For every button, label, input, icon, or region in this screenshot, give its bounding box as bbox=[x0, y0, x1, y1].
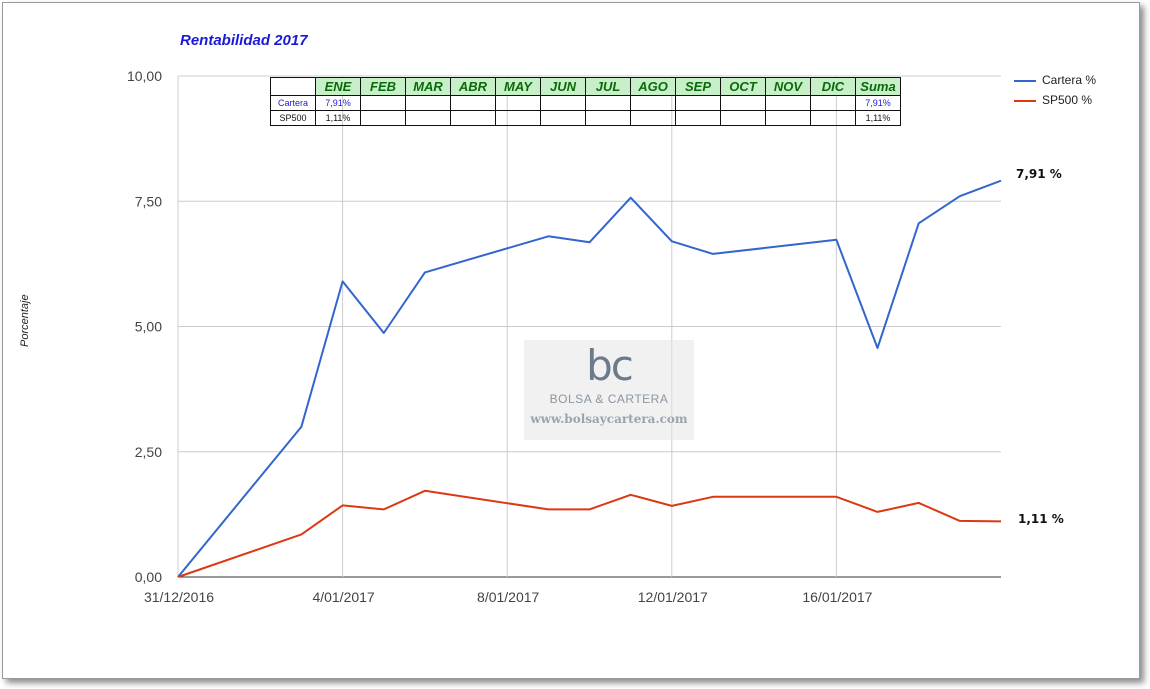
x-tick-label: 12/01/2017 bbox=[638, 589, 708, 605]
y-tick-label: 2,50 bbox=[135, 444, 162, 460]
table-cell bbox=[405, 95, 451, 111]
table-header-cell: JUN bbox=[540, 77, 586, 96]
table-cell: 1,11% bbox=[315, 110, 361, 126]
table-cell bbox=[630, 110, 676, 126]
table-header-cell: AGO bbox=[630, 77, 676, 96]
table-cell bbox=[810, 95, 856, 111]
table-cell: 7,91% bbox=[315, 95, 361, 111]
table-header-cell: FEB bbox=[360, 77, 406, 96]
legend-item-sp500: SP500 % bbox=[1014, 93, 1092, 107]
table-header-cell: ENE bbox=[315, 77, 361, 96]
table-header-cell: JUL bbox=[585, 77, 631, 96]
table-cell bbox=[495, 110, 541, 126]
x-tick-label: 16/01/2017 bbox=[802, 589, 872, 605]
table-header-cell: DIC bbox=[810, 77, 856, 96]
y-tick-label: 7,50 bbox=[135, 193, 162, 209]
legend-swatch-cartera bbox=[1014, 79, 1036, 82]
table-header-row: ENE FEB MAR ABR MAY JUN JUL AGO SEP OCT … bbox=[270, 77, 901, 96]
legend-item-cartera: Cartera % bbox=[1014, 73, 1096, 87]
table-cell bbox=[450, 110, 496, 126]
table-corner-cell bbox=[270, 77, 316, 96]
table-cell bbox=[675, 110, 721, 126]
y-tick-label: 0,00 bbox=[135, 569, 162, 585]
watermark: bc BOLSA & CARTERA www.bolsaycartera.com bbox=[524, 340, 694, 440]
legend-label: SP500 % bbox=[1042, 93, 1093, 107]
table-cell bbox=[540, 95, 586, 111]
table-cell bbox=[720, 95, 766, 111]
series-line-sp500 bbox=[177, 489, 1002, 578]
table-cell bbox=[630, 95, 676, 111]
table-header-cell: OCT bbox=[720, 77, 766, 96]
table-cell bbox=[540, 110, 586, 126]
table-cell bbox=[765, 110, 811, 126]
x-tick-label: 4/01/2017 bbox=[312, 589, 374, 605]
watermark-brand: BOLSA & CARTERA bbox=[549, 392, 669, 406]
table-header-cell: MAY bbox=[495, 77, 541, 96]
table-header-cell: MAR bbox=[405, 77, 451, 96]
table-cell bbox=[495, 95, 541, 111]
table-header-cell: ABR bbox=[450, 77, 496, 96]
table-cell bbox=[675, 95, 721, 111]
watermark-url: www.bolsaycartera.com bbox=[530, 412, 688, 426]
table-cell: 7,91% bbox=[855, 95, 901, 111]
table-cell bbox=[585, 95, 631, 111]
table-row-sp500: SP500 1,11% 1,11% bbox=[270, 110, 901, 126]
table-row-label: Cartera bbox=[270, 95, 316, 111]
y-tick-labels: 0,00 2,50 5,00 7,50 10,00 bbox=[127, 68, 162, 585]
y-tick-label: 5,00 bbox=[135, 319, 162, 335]
watermark-logo: bc bbox=[586, 341, 634, 390]
table-header-cell: SEP bbox=[675, 77, 721, 96]
table-row-label: SP500 bbox=[270, 110, 316, 126]
table-cell bbox=[360, 110, 406, 126]
y-tick-label: 10,00 bbox=[127, 68, 162, 84]
end-label-cartera: 7,91 % bbox=[1016, 167, 1062, 181]
table-cell bbox=[450, 95, 496, 111]
x-tick-label: 31/12/2016 bbox=[144, 589, 214, 605]
chart-title: Rentabilidad 2017 bbox=[180, 32, 308, 49]
grid-lines bbox=[177, 75, 1001, 578]
x-tick-labels: 31/12/2016 4/01/2017 8/01/2017 12/01/2017 16… bbox=[144, 589, 873, 605]
end-label-sp500: 1,11 % bbox=[1018, 512, 1064, 526]
table-cell: 1,11% bbox=[855, 110, 901, 126]
series-lines bbox=[177, 179, 1002, 578]
table-cell bbox=[765, 95, 811, 111]
table-cell bbox=[585, 110, 631, 126]
table-header-cell: Suma bbox=[855, 77, 901, 96]
legend-swatch-sp500 bbox=[1014, 99, 1036, 102]
table-cell bbox=[360, 95, 406, 111]
series-line-cartera bbox=[177, 179, 1002, 578]
table-cell bbox=[405, 110, 451, 126]
table-row-cartera: Cartera 7,91% 7,91% bbox=[270, 95, 901, 111]
table-cell bbox=[720, 110, 766, 126]
x-tick-label: 8/01/2017 bbox=[477, 589, 539, 605]
table-header-cell: NOV bbox=[765, 77, 811, 96]
monthly-returns-table: ENE FEB MAR ABR MAY JUN JUL AGO SEP OCT … bbox=[270, 77, 901, 126]
table-cell bbox=[810, 110, 856, 126]
legend-label: Cartera % bbox=[1042, 73, 1097, 87]
